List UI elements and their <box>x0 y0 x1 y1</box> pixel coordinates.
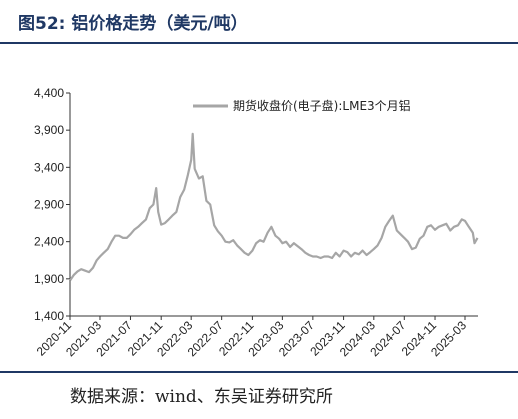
y-tick-label: 2,900 <box>34 198 64 212</box>
y-tick-label: 3,400 <box>34 160 64 174</box>
y-tick-label: 1,400 <box>34 309 64 323</box>
figure-title: 图52: 铝价格走势（美元/吨） <box>18 14 248 34</box>
y-axis-ticks: 1,400 1,900 2,400 2,900 3,400 3,900 4,400 <box>34 86 70 323</box>
x-axis-ticks: 2020-112021-032021-072021-112022-032022-… <box>34 316 469 359</box>
legend-label: 期货收盘价(电子盘):LME3个月铝 <box>233 98 411 113</box>
legend: 期货收盘价(电子盘):LME3个月铝 <box>193 98 411 113</box>
line-chart: 1,400 1,900 2,400 2,900 3,400 3,900 4,400 2020… <box>34 86 479 359</box>
y-tick-label: 2,400 <box>34 235 64 249</box>
chart-axes <box>69 93 478 317</box>
y-tick-label: 4,400 <box>34 86 64 100</box>
series-line-lme3-aluminum <box>69 132 479 281</box>
y-tick-label: 3,900 <box>34 123 64 137</box>
y-tick-label: 1,900 <box>34 272 64 286</box>
series-layer <box>69 132 479 281</box>
source-note: 数据来源：wind、东吴证券研究所 <box>70 387 333 407</box>
top-divider <box>0 42 518 44</box>
bottom-divider <box>0 371 518 373</box>
